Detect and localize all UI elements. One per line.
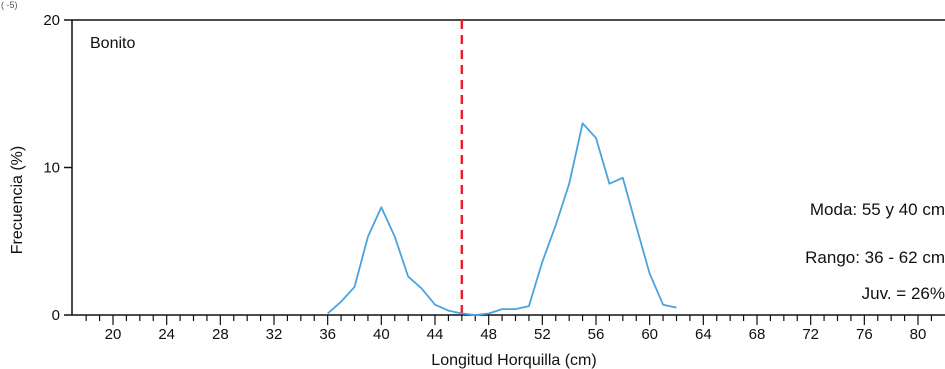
- annotation-range: Rango: 36 - 62 cm: [805, 248, 945, 267]
- x-tick-label: 76: [856, 326, 873, 343]
- x-tick-label: 36: [319, 326, 336, 343]
- y-tick-label: 10: [43, 160, 60, 177]
- x-tick-label: 24: [158, 326, 175, 343]
- x-tick-label: 56: [588, 326, 605, 343]
- x-axis-ticks: 20 24 28 32 36 40 44 48 52 56 60 64 68 72 76 80: [85, 315, 933, 343]
- x-axis-title: Longitud Horquilla (cm): [431, 352, 596, 369]
- x-tick-label: 64: [695, 326, 712, 343]
- y-axis-title: Frecuencia (%): [9, 146, 26, 254]
- x-tick-label: 68: [749, 326, 766, 343]
- x-tick-label: 44: [427, 326, 444, 343]
- annotation-juveniles: Juv. = 26%: [862, 284, 945, 303]
- x-tick-label: 52: [534, 326, 551, 343]
- x-tick-label: 48: [480, 326, 497, 343]
- panel-label: Bonito: [90, 35, 135, 52]
- annotation-mode: Moda: 55 y 40 cm: [810, 200, 945, 219]
- x-tick-label: 72: [802, 326, 819, 343]
- x-tick-label: 20: [105, 326, 122, 343]
- y-axis-ticks: 0 10 20: [43, 12, 72, 324]
- x-tick-label: 28: [212, 326, 229, 343]
- y-tick-label: 0: [52, 307, 60, 324]
- y-tick-label: 20: [43, 12, 60, 29]
- x-tick-label: 40: [373, 326, 390, 343]
- series-line: [327, 122, 677, 316]
- x-tick-label: 80: [910, 326, 927, 343]
- series-group: [327, 122, 677, 316]
- corner-text: ( -5): [1, 0, 18, 10]
- x-tick-label: 60: [641, 326, 658, 343]
- x-tick-label: 32: [266, 326, 283, 343]
